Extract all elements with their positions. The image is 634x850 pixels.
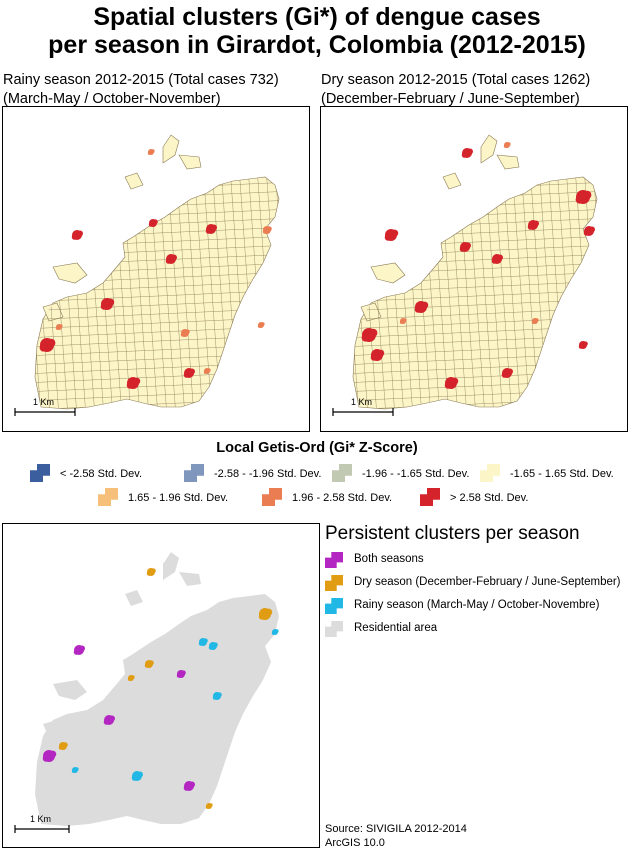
gi-legend: < -2.58 Std. Dev. -2.58 - -1.96 Std. Dev.… <box>0 458 634 508</box>
legend-label: < -2.58 Std. Dev. <box>60 468 143 480</box>
persistent-legend-swatch <box>325 621 343 637</box>
figure-title-line-2: per season in Girardot, Colombia (2012-2… <box>48 31 586 59</box>
legend-swatch <box>480 464 500 482</box>
rainy-map-canvas: 1 Km <box>14 134 280 416</box>
residential-area-shape <box>352 134 598 410</box>
persistent-map-canvas: 1 Km <box>14 552 279 833</box>
dry-map-months: (December-February / June-September) <box>321 91 580 107</box>
source-line-1: Source: SIVIGILA 2012-2014 <box>325 823 467 835</box>
rainy-map-months: (March-May / October-November) <box>3 91 221 107</box>
rainy-hot-spots <box>39 149 272 389</box>
figure-title-line-1: Spatial clusters (Gi*) of dengue cases <box>93 3 541 31</box>
persistent-legend-swatch <box>325 552 343 568</box>
rainy-map-heading: Rainy season 2012-2015 (Total cases 732) <box>3 72 279 88</box>
persistent-legend-title: Persistent clusters per season <box>325 523 580 544</box>
residential-area-shape <box>35 552 279 826</box>
legend-swatch <box>420 488 440 506</box>
persistent-legend: Both seasons Dry season (December-Februar… <box>325 548 634 648</box>
scale-label: 1 Km <box>30 814 51 824</box>
legend-swatch <box>30 464 50 482</box>
persistent-legend-label: Dry season (December-February / June-Sep… <box>354 576 621 588</box>
source-line-2: ArcGIS 10.0 <box>325 837 385 849</box>
legend-swatch <box>262 488 282 506</box>
legend-swatch <box>332 464 352 482</box>
residential-area-shape <box>34 134 280 410</box>
rainy-season-map: 1 Km <box>2 106 310 432</box>
legend-label: 1.96 - 2.58 Std. Dev. <box>292 492 393 504</box>
persistent-legend-label: Both seasons <box>354 553 424 565</box>
scale-bar: 1 Km <box>332 397 394 416</box>
dry-hot-spots <box>361 142 595 389</box>
dry-map-heading: Dry season 2012-2015 (Total cases 1262) <box>321 72 591 88</box>
scale-bar: 1 Km <box>14 814 70 833</box>
legend-swatch <box>184 464 204 482</box>
persistent-clusters-map: 1 Km <box>2 523 320 848</box>
persistent-legend-swatch <box>325 575 343 591</box>
legend-label: -2.58 - -1.96 Std. Dev. <box>214 468 322 480</box>
persistent-legend-label: Rainy season (March-May / October-Novemb… <box>354 599 600 611</box>
legend-label: 1.65 - 1.96 Std. Dev. <box>128 492 229 504</box>
scale-bar: 1 Km <box>14 397 76 416</box>
persistent-legend-label: Residential area <box>354 622 438 634</box>
dry-map-canvas: 1 Km <box>332 134 598 416</box>
persistent-cluster-spots <box>42 568 279 809</box>
legend-label: -1.96 - -1.65 Std. Dev. <box>362 468 470 480</box>
legend-swatch <box>98 488 118 506</box>
scale-label: 1 Km <box>33 397 54 407</box>
gi-legend-title: Local Getis-Ord (Gi* Z-Score) <box>216 440 418 456</box>
legend-label: -1.65 - 1.65 Std. Dev. <box>510 468 614 480</box>
legend-label: > 2.58 Std. Dev. <box>450 492 529 504</box>
persistent-legend-swatch <box>325 598 343 614</box>
scale-label: 1 Km <box>351 397 372 407</box>
dry-season-map: 1 Km <box>320 106 628 432</box>
